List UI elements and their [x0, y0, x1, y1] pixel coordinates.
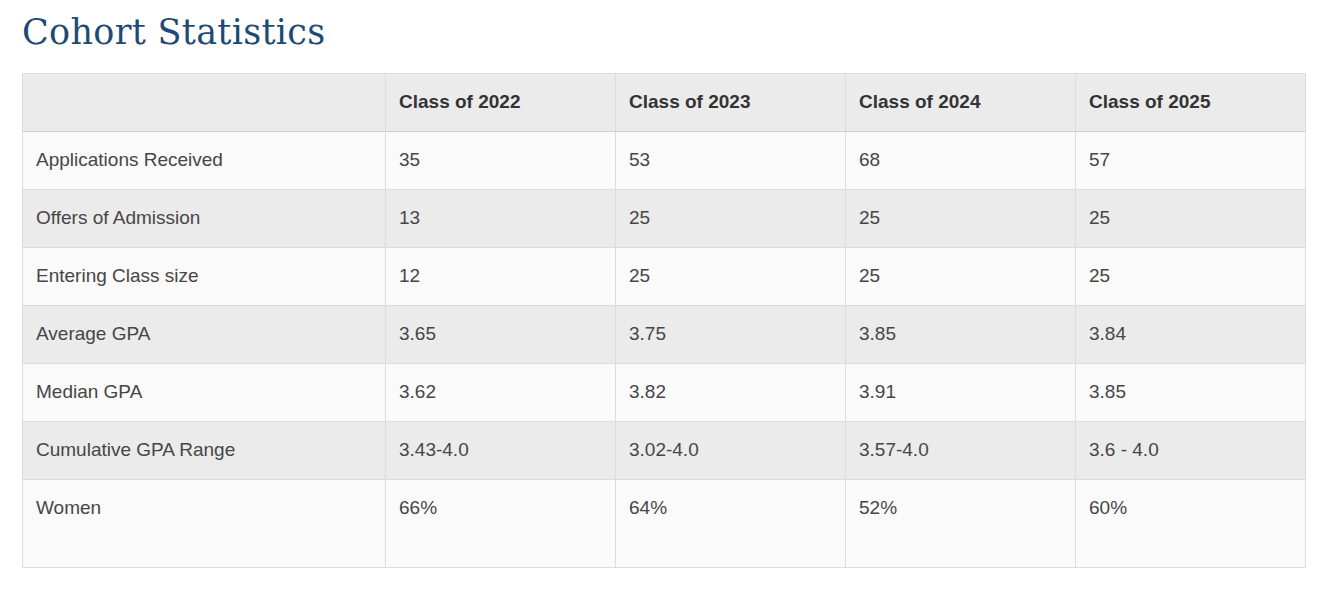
table-cell: 3.62 [386, 364, 616, 422]
column-header-class-2022: Class of 2022 [386, 74, 616, 132]
table-cell: 35 [386, 132, 616, 190]
row-label: Entering Class size [23, 248, 386, 306]
table-cell: 25 [1076, 248, 1306, 306]
table-cell: 68 [846, 132, 1076, 190]
table-cell: 25 [1076, 190, 1306, 248]
table-row-applications-received: Applications Received 35 53 68 57 [23, 132, 1306, 190]
table-cell: 52% [846, 480, 1076, 568]
column-header-blank [23, 74, 386, 132]
table-row-median-gpa: Median GPA 3.62 3.82 3.91 3.85 [23, 364, 1306, 422]
table-cell: 3.75 [616, 306, 846, 364]
table-cell: 3.82 [616, 364, 846, 422]
column-header-class-2025: Class of 2025 [1076, 74, 1306, 132]
table-header-row: Class of 2022 Class of 2023 Class of 202… [23, 74, 1306, 132]
table-cell: 3.91 [846, 364, 1076, 422]
row-label: Applications Received [23, 132, 386, 190]
table-cell: 13 [386, 190, 616, 248]
table-cell: 60% [1076, 480, 1306, 568]
table-cell: 3.85 [846, 306, 1076, 364]
page: Cohort Statistics Class of 2022 Class of… [0, 0, 1327, 568]
table-cell: 57 [1076, 132, 1306, 190]
row-label: Median GPA [23, 364, 386, 422]
table-cell: 3.85 [1076, 364, 1306, 422]
table-cell: 3.57-4.0 [846, 422, 1076, 480]
row-label: Cumulative GPA Range [23, 422, 386, 480]
table-cell: 25 [616, 248, 846, 306]
table-cell: 12 [386, 248, 616, 306]
table-cell: 3.6 - 4.0 [1076, 422, 1306, 480]
table-cell: 64% [616, 480, 846, 568]
table-row-cumulative-gpa-range: Cumulative GPA Range 3.43-4.0 3.02-4.0 3… [23, 422, 1306, 480]
table-cell: 3.65 [386, 306, 616, 364]
table-row-offers-of-admission: Offers of Admission 13 25 25 25 [23, 190, 1306, 248]
table-row-entering-class-size: Entering Class size 12 25 25 25 [23, 248, 1306, 306]
row-label: Average GPA [23, 306, 386, 364]
column-header-class-2023: Class of 2023 [616, 74, 846, 132]
table-cell: 25 [616, 190, 846, 248]
table-row-women: Women 66% 64% 52% 60% [23, 480, 1306, 568]
table-cell: 3.84 [1076, 306, 1306, 364]
cohort-statistics-table: Class of 2022 Class of 2023 Class of 202… [22, 73, 1306, 568]
table-cell: 25 [846, 190, 1076, 248]
table-cell: 3.02-4.0 [616, 422, 846, 480]
table-cell: 53 [616, 132, 846, 190]
row-label: Offers of Admission [23, 190, 386, 248]
table-cell: 66% [386, 480, 616, 568]
column-header-class-2024: Class of 2024 [846, 74, 1076, 132]
page-title: Cohort Statistics [22, 10, 1305, 54]
table-cell: 3.43-4.0 [386, 422, 616, 480]
row-label: Women [23, 480, 386, 568]
table-row-average-gpa: Average GPA 3.65 3.75 3.85 3.84 [23, 306, 1306, 364]
table-cell: 25 [846, 248, 1076, 306]
